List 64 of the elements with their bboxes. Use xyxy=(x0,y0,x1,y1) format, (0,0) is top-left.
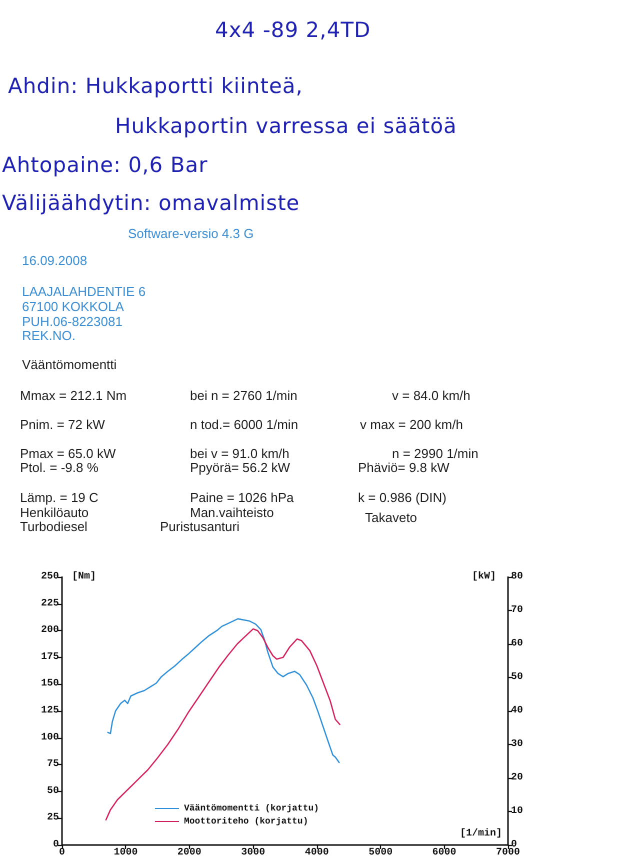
text: Software-versio 4.3 G xyxy=(128,226,254,241)
text: bei v = 91.0 km/h xyxy=(190,446,290,461)
y-tick-label: 125 xyxy=(40,706,59,716)
y2-tick-label: 70 xyxy=(511,605,524,616)
text: Phäviö= 9.8 kW xyxy=(358,460,450,475)
text: Takaveto xyxy=(365,510,418,525)
y-tick-label: 0 xyxy=(52,840,59,850)
text: k = 0.986 (DIN) xyxy=(358,490,447,505)
text: LAAJALAHDENTIE 6 xyxy=(22,284,146,299)
text: 67100 KOKKOLA xyxy=(22,299,124,314)
y-tick-label: 250 xyxy=(40,572,59,582)
legend-label: Moottoriteho (korjattu) xyxy=(184,816,308,826)
text: Man.vaihteisto xyxy=(190,505,274,520)
text: Vääntömomentti xyxy=(22,357,117,372)
text: n tod.= 6000 1/min xyxy=(190,417,298,432)
y-tick-label: 100 xyxy=(40,732,59,744)
text: Hukkaportin varressa ei säätöä xyxy=(115,114,457,139)
text: Paine = 1026 hPa xyxy=(190,490,294,505)
x-axis-title: [1/min] xyxy=(460,828,502,840)
y-tick-label: 75 xyxy=(46,759,59,770)
text: Ppyörä= 56.2 kW xyxy=(190,460,290,475)
y2-tick-label: 10 xyxy=(511,806,524,817)
x-tick-label: 4000 xyxy=(304,848,329,858)
x-tick-label: 2000 xyxy=(177,848,202,858)
text: Henkilöauto xyxy=(20,505,89,520)
text: Puristusanturi xyxy=(160,519,240,534)
y-tick-label: 225 xyxy=(40,598,59,610)
x-tick-label: 6000 xyxy=(432,848,456,858)
text: Välijäähdytin: omavalmiste xyxy=(2,191,300,216)
y2-tick-label: 20 xyxy=(511,772,524,784)
text: Mmax = 212.1 Nm xyxy=(20,388,127,403)
y2-tick-label: 60 xyxy=(511,638,524,650)
text: REK.NO. xyxy=(22,328,76,343)
y2-tick-label: 80 xyxy=(511,572,524,582)
text: Turbodiesel xyxy=(20,519,88,534)
x-tick-label: 1000 xyxy=(114,848,138,858)
chart-title: 4x4 -89 2,4TD xyxy=(215,18,371,43)
text: v = 84.0 km/h xyxy=(392,388,470,403)
text: Pnim. = 72 kW xyxy=(20,417,105,432)
y2-tick-label: 30 xyxy=(511,739,524,750)
text: Pmax = 65.0 kW xyxy=(20,446,116,461)
text: Ahdin: Hukkaportti kiinteä, xyxy=(8,74,303,99)
legend-label: Vääntömomentti (korjattu) xyxy=(184,804,320,814)
text: Lämp. = 19 C xyxy=(20,490,98,505)
text: 16.09.2008 xyxy=(22,253,88,268)
y2-tick-label: 40 xyxy=(511,706,524,716)
x-tick-label: 5000 xyxy=(368,848,393,858)
text: v max = 200 km/h xyxy=(360,417,463,432)
y-tick-label: 150 xyxy=(40,678,59,690)
y2-tick-label: 50 xyxy=(511,672,524,683)
y-tick-label: 50 xyxy=(46,786,59,797)
text: PUH.06-8223081 xyxy=(22,314,122,329)
text: bei n = 2760 1/min xyxy=(190,388,298,403)
y-tick-label: 175 xyxy=(40,652,59,663)
y-tick-label: 25 xyxy=(46,812,59,824)
line-series xyxy=(107,618,340,764)
x-tick-label: 7000 xyxy=(496,848,520,858)
y-axis-title: [Nm] xyxy=(72,570,96,582)
text: Ahtopaine: 0,6 Bar xyxy=(2,153,208,178)
x-tick-label: 3000 xyxy=(241,848,266,858)
text: Ptol. = -9.8 % xyxy=(20,460,98,475)
y2-axis-title: [kW] xyxy=(472,570,496,582)
y-tick-label: 200 xyxy=(40,625,59,636)
text: n = 2990 1/min xyxy=(392,446,478,461)
